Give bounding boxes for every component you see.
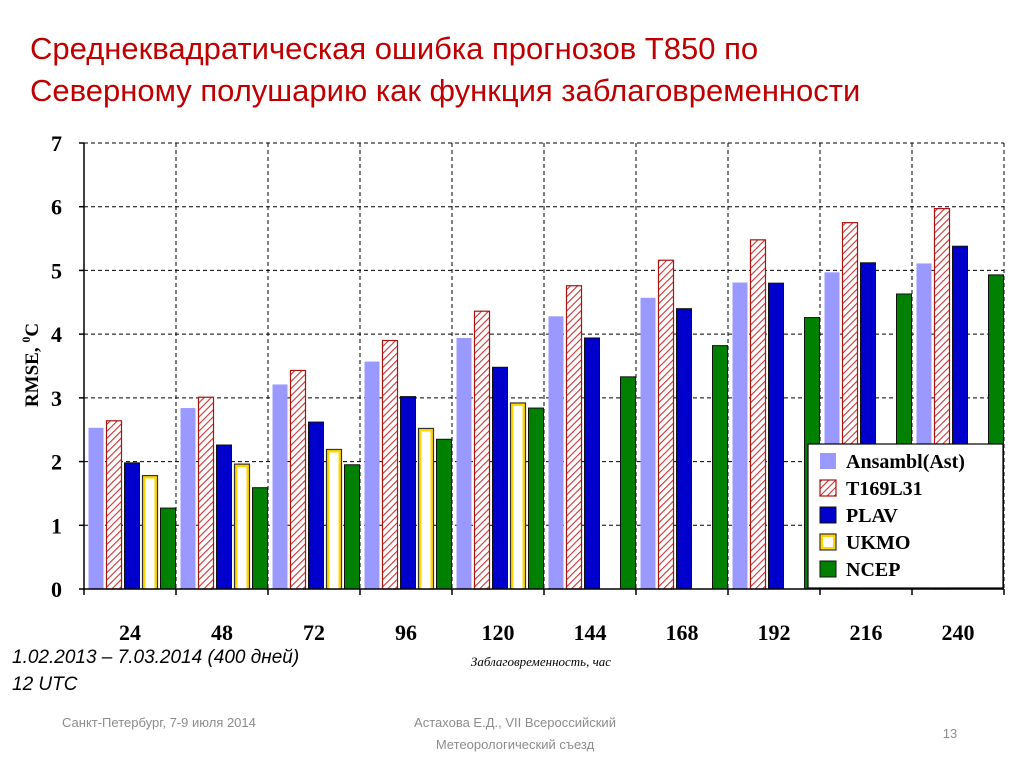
bar-ansambl-ast--72 xyxy=(272,384,288,589)
bar-ncep-120 xyxy=(528,407,544,590)
bar-inner-ukmo-96 xyxy=(421,431,431,589)
slide-number: 13 xyxy=(942,726,958,741)
x-tick-label-216: 216 xyxy=(850,620,883,645)
legend-label-ansambl-ast-: Ansambl(Ast) xyxy=(846,451,965,473)
bar-plav-144 xyxy=(584,337,600,590)
bar-t169l31-144 xyxy=(565,285,583,590)
period-note: 1.02.2013 – 7.03.2014 (400 дней) 12 UTC xyxy=(12,644,299,698)
y-axis-label-unit: C xyxy=(22,323,43,337)
y-tick-label-5: 5 xyxy=(51,258,62,283)
x-tick-label-96: 96 xyxy=(395,620,417,645)
y-tick-label-1: 1 xyxy=(51,513,62,538)
footer-location-date: Санкт-Петербург, 7-9 июля 2014 xyxy=(62,715,256,730)
legend-swatch-plav xyxy=(819,506,837,524)
bar-ncep-168 xyxy=(712,345,728,590)
title-line-2: Северному полушарию как функция заблагов… xyxy=(30,73,861,108)
slide-title: Среднеквадратическая ошибка прогнозов Т8… xyxy=(30,28,1010,112)
y-axis-label-main: RMSE, xyxy=(22,343,43,407)
y-tick-label-3: 3 xyxy=(51,386,62,411)
bar-inner-ukmo-120 xyxy=(513,405,523,589)
bar-ansambl-ast--120 xyxy=(456,337,472,589)
period-utc: 12 UTC xyxy=(12,674,78,695)
bar-t169l31-192 xyxy=(749,239,767,590)
y-axis-label: RMSE, 0C xyxy=(19,323,43,407)
x-tick-label-240: 240 xyxy=(942,620,975,645)
bar-inner-ukmo-72 xyxy=(329,452,339,589)
x-axis-label: Заблаговременность, час xyxy=(471,654,611,669)
bar-t169l31-96 xyxy=(381,339,399,590)
bar-ncep-72 xyxy=(344,464,360,590)
legend-swatch-ansambl-ast- xyxy=(820,453,836,469)
bar-ansambl-ast--192 xyxy=(732,282,748,589)
x-tick-label-144: 144 xyxy=(574,620,607,645)
bar-ncep-144 xyxy=(620,376,636,590)
bar-ansambl-ast--48 xyxy=(180,408,196,589)
x-tick-label-48: 48 xyxy=(211,620,233,645)
y-tick-labels: 0 1 2 3 4 5 6 7 xyxy=(51,131,62,602)
bar-t169l31-48 xyxy=(197,396,215,590)
axes xyxy=(79,142,1005,595)
legend-swatch-ncep xyxy=(819,560,837,578)
legend-label-ncep: NCEP xyxy=(846,559,900,581)
bar-plav-120 xyxy=(492,366,508,590)
bar-t169l31-72 xyxy=(289,369,307,590)
legend-label-ukmo: UKMO xyxy=(846,532,910,554)
period-dates: 1.02.2013 – 7.03.2014 (400 дней) xyxy=(12,647,300,668)
bar-ansambl-ast--144 xyxy=(548,316,564,589)
x-tick-label-72: 72 xyxy=(303,620,325,645)
x-tick-label-168: 168 xyxy=(666,620,699,645)
legend-swatch-inner-ukmo xyxy=(823,537,833,547)
x-tick-label-192: 192 xyxy=(758,620,791,645)
bar-plav-24 xyxy=(124,462,140,590)
x-tick-labels: 24 48 72 96 120 144 168 192 216 240 xyxy=(119,620,975,645)
bar-t169l31-24 xyxy=(105,420,123,590)
y-tick-label-0: 0 xyxy=(51,577,62,602)
title-line-1: Среднеквадратическая ошибка прогнозов Т8… xyxy=(30,31,759,66)
bar-ansambl-ast--24 xyxy=(88,427,104,589)
bar-plav-48 xyxy=(216,444,232,590)
bar-t169l31-168 xyxy=(657,259,675,590)
y-tick-label-4: 4 xyxy=(51,322,62,347)
bar-ansambl-ast--168 xyxy=(640,297,656,589)
y-tick-label-2: 2 xyxy=(51,450,62,475)
legend-box xyxy=(807,443,1004,589)
legend-swatch-t169l31 xyxy=(819,479,837,497)
legend-label-t169l31: T169L31 xyxy=(846,478,923,500)
bar-ncep-24 xyxy=(160,507,176,590)
bar-t169l31-120 xyxy=(473,310,491,590)
bar-inner-ukmo-24 xyxy=(145,478,155,589)
bar-plav-96 xyxy=(400,396,416,590)
y-tick-label-7: 7 xyxy=(51,131,62,156)
x-tick-label-24: 24 xyxy=(119,620,141,645)
bar-ncep-96 xyxy=(436,438,452,590)
y-tick-label-6: 6 xyxy=(51,195,62,220)
bar-ansambl-ast--96 xyxy=(364,361,380,589)
bar-ncep-48 xyxy=(252,487,268,590)
bar-plav-72 xyxy=(308,421,324,590)
y-axis-label-superscript: 0 xyxy=(19,337,33,343)
legend-label-plav: PLAV xyxy=(846,505,898,527)
bar-plav-168 xyxy=(676,308,692,590)
footer-author: Астахова Е.Д., VII Всероссийский Метеоро… xyxy=(414,715,616,752)
bar-inner-ukmo-48 xyxy=(237,467,247,589)
bar-plav-192 xyxy=(768,282,784,590)
legend: Ansambl(Ast) T169L31 PLAV UKMO NCEP xyxy=(807,443,1004,589)
x-tick-label-120: 120 xyxy=(482,620,515,645)
